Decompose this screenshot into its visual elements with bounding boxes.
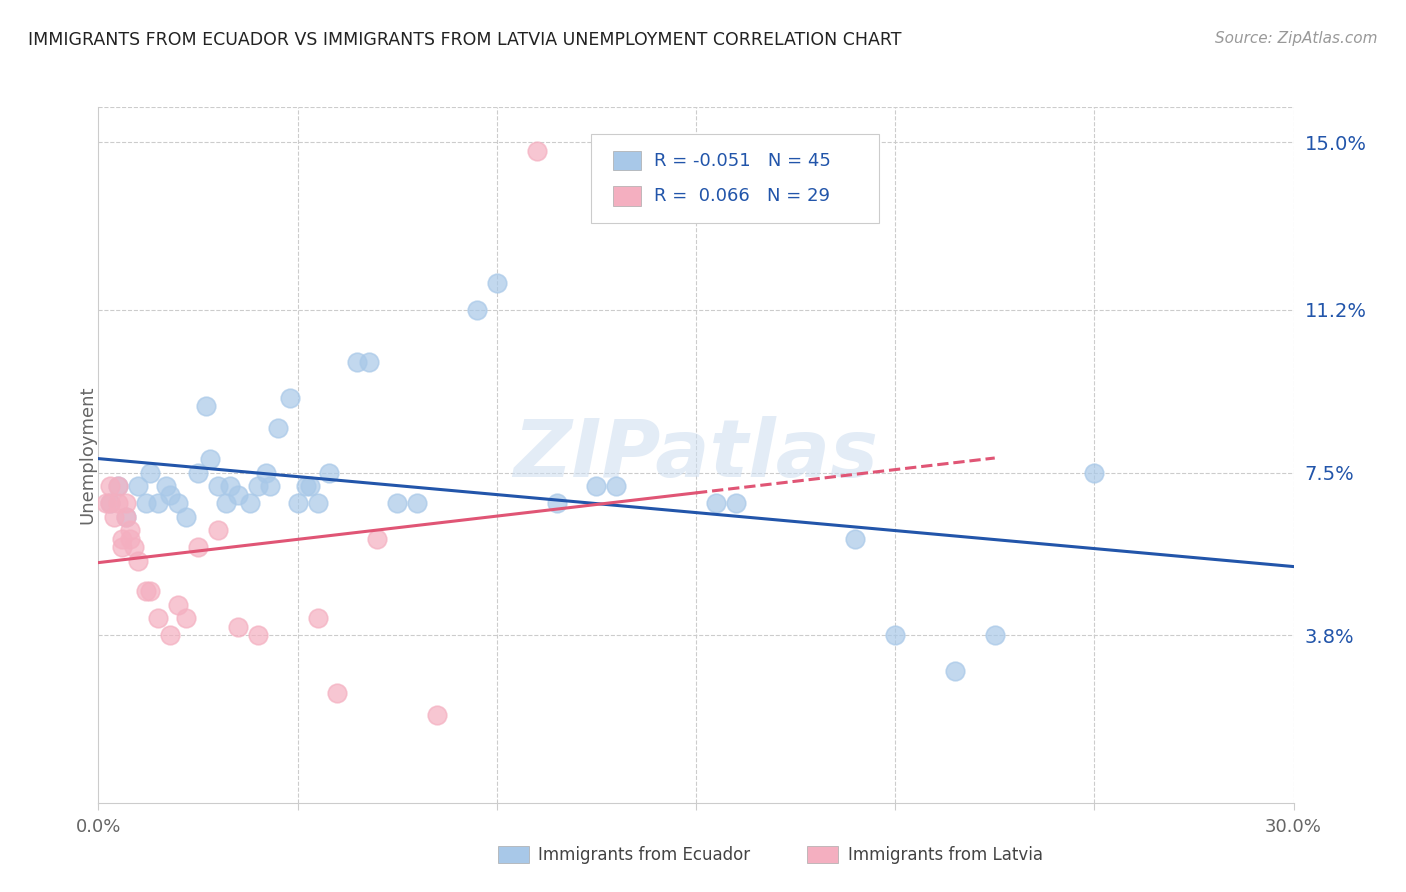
Point bbox=[115, 509, 138, 524]
Point bbox=[187, 466, 209, 480]
Point bbox=[226, 487, 249, 501]
Point bbox=[259, 479, 281, 493]
Point bbox=[124, 541, 146, 555]
Point bbox=[100, 496, 122, 510]
Point bbox=[426, 707, 449, 722]
Point bbox=[298, 479, 321, 493]
Point bbox=[174, 509, 197, 524]
Point bbox=[103, 509, 125, 524]
Point bbox=[226, 620, 249, 634]
Text: ZIPatlas: ZIPatlas bbox=[513, 416, 879, 494]
Point bbox=[207, 479, 229, 493]
Text: IMMIGRANTS FROM ECUADOR VS IMMIGRANTS FROM LATVIA UNEMPLOYMENT CORRELATION CHART: IMMIGRANTS FROM ECUADOR VS IMMIGRANTS FR… bbox=[28, 31, 901, 49]
Point bbox=[307, 611, 329, 625]
Point bbox=[107, 479, 129, 493]
Text: R = -0.051   N = 45: R = -0.051 N = 45 bbox=[654, 152, 831, 169]
Point bbox=[195, 400, 218, 414]
Point bbox=[135, 584, 157, 599]
Point bbox=[155, 479, 177, 493]
Point bbox=[346, 355, 368, 369]
Point bbox=[115, 496, 138, 510]
Point bbox=[605, 479, 627, 493]
Point bbox=[174, 611, 197, 625]
Point bbox=[485, 276, 508, 290]
Point bbox=[406, 496, 429, 510]
Point bbox=[246, 479, 269, 493]
Point bbox=[239, 496, 262, 510]
Point bbox=[984, 628, 1007, 642]
Point bbox=[844, 532, 866, 546]
Point bbox=[115, 509, 138, 524]
Point bbox=[127, 553, 149, 567]
Point bbox=[307, 496, 329, 510]
Point bbox=[546, 496, 568, 510]
Point bbox=[111, 541, 134, 555]
Point bbox=[127, 479, 149, 493]
Point bbox=[167, 598, 190, 612]
Point bbox=[267, 421, 290, 435]
Point bbox=[100, 496, 122, 510]
Point bbox=[120, 523, 142, 537]
Point bbox=[724, 496, 747, 510]
Point bbox=[215, 496, 238, 510]
Point bbox=[318, 466, 340, 480]
Point bbox=[1083, 466, 1105, 480]
Point bbox=[120, 532, 142, 546]
Point bbox=[159, 628, 181, 642]
Text: Immigrants from Latvia: Immigrants from Latvia bbox=[848, 846, 1043, 863]
Point bbox=[107, 479, 129, 493]
Point bbox=[359, 355, 381, 369]
Point bbox=[107, 496, 129, 510]
Y-axis label: Unemployment: Unemployment bbox=[79, 385, 96, 524]
Point bbox=[465, 302, 488, 317]
Point bbox=[198, 452, 221, 467]
Point bbox=[139, 584, 162, 599]
Point bbox=[96, 496, 118, 510]
Point bbox=[326, 686, 349, 700]
Point bbox=[526, 144, 548, 158]
Point bbox=[385, 496, 409, 510]
Point bbox=[139, 466, 162, 480]
Point bbox=[187, 541, 209, 555]
Point bbox=[159, 487, 181, 501]
Point bbox=[943, 664, 966, 678]
Point bbox=[148, 496, 170, 510]
Point bbox=[219, 479, 242, 493]
Point bbox=[366, 532, 388, 546]
Point bbox=[278, 391, 301, 405]
Point bbox=[100, 479, 122, 493]
Point bbox=[148, 611, 170, 625]
Point bbox=[294, 479, 316, 493]
Point bbox=[111, 532, 134, 546]
Point bbox=[135, 496, 157, 510]
Point bbox=[884, 628, 907, 642]
Point bbox=[287, 496, 309, 510]
Point bbox=[246, 628, 269, 642]
Point bbox=[704, 496, 727, 510]
Text: Immigrants from Ecuador: Immigrants from Ecuador bbox=[538, 846, 751, 863]
Point bbox=[585, 479, 607, 493]
Text: R =  0.066   N = 29: R = 0.066 N = 29 bbox=[654, 187, 830, 205]
Text: Source: ZipAtlas.com: Source: ZipAtlas.com bbox=[1215, 31, 1378, 46]
Point bbox=[207, 523, 229, 537]
Point bbox=[167, 496, 190, 510]
Point bbox=[254, 466, 277, 480]
